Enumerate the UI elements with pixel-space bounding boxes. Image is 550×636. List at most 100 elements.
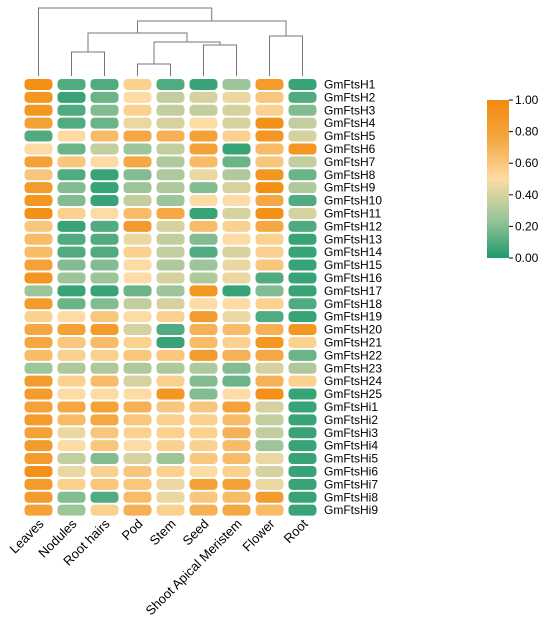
heatmap-cell — [222, 156, 251, 168]
heatmap-cell — [90, 336, 119, 348]
row-label: GmFtsH17 — [324, 284, 382, 298]
heatmap-cell — [288, 311, 317, 323]
heatmap-cell — [189, 246, 218, 258]
heatmap-cell — [123, 246, 152, 258]
row-label: GmFtsH1 — [324, 77, 376, 91]
heatmap-cell — [24, 182, 53, 194]
dendrogram-link — [38, 7, 213, 76]
heatmap-cell — [189, 207, 218, 219]
heatmap-cell — [288, 491, 317, 503]
heatmap-cell — [255, 478, 284, 490]
heatmap-cell — [189, 220, 218, 232]
heatmap-cell — [288, 272, 317, 284]
heatmap-cell — [288, 478, 317, 490]
color-scale-tick-label: 0.60 — [515, 156, 539, 170]
heatmap-cell — [288, 233, 317, 245]
heatmap-cell — [222, 375, 251, 387]
heatmap-cell — [189, 440, 218, 452]
heatmap-cell — [222, 336, 251, 348]
heatmap-cell — [156, 491, 185, 503]
color-scale-tick-label: 0.80 — [515, 125, 539, 139]
heatmap-cell — [24, 324, 53, 336]
heatmap-cell — [189, 156, 218, 168]
heatmap-cell — [255, 143, 284, 155]
heatmap-cell — [123, 104, 152, 116]
heatmap-cell — [288, 143, 317, 155]
heatmap-cell — [189, 362, 218, 374]
heatmap-cell — [90, 143, 119, 155]
heatmap-cell — [222, 491, 251, 503]
heatmap-cell — [255, 491, 284, 503]
heatmap-cell — [222, 220, 251, 232]
heatmap-cell — [288, 401, 317, 413]
heatmap-cell — [57, 246, 86, 258]
dendrogram-link — [71, 51, 105, 76]
heatmap-cell — [57, 414, 86, 426]
heatmap-cell — [123, 349, 152, 361]
heatmap-cell — [24, 246, 53, 258]
heatmap-cell — [255, 259, 284, 271]
column-label: Root — [281, 516, 311, 546]
heatmap-cell — [189, 491, 218, 503]
heatmap-cell — [57, 117, 86, 129]
heatmap-cell — [57, 143, 86, 155]
heatmap-cell — [24, 207, 53, 219]
row-label: GmFtsH9 — [324, 181, 376, 195]
heatmap-cell — [156, 143, 185, 155]
heatmap-cell — [123, 440, 152, 452]
heatmap-cell — [57, 324, 86, 336]
heatmap-cell — [222, 504, 251, 516]
heatmap-cell — [222, 169, 251, 181]
heatmap-cell — [156, 427, 185, 439]
heatmap-cell — [57, 233, 86, 245]
heatmap-cell — [156, 324, 185, 336]
heatmap-cell — [156, 465, 185, 477]
heatmap-cell — [189, 504, 218, 516]
heatmap-cell — [288, 246, 317, 258]
heatmap-cell — [255, 349, 284, 361]
heatmap-cell — [222, 143, 251, 155]
heatmap-cell — [123, 324, 152, 336]
heatmap-cell — [24, 375, 53, 387]
heatmap-cell — [255, 504, 284, 516]
heatmap-cell — [156, 233, 185, 245]
heatmap-cell — [24, 259, 53, 271]
heatmap-cell — [90, 130, 119, 142]
heatmap-cell — [123, 285, 152, 297]
heatmap-cell — [57, 220, 86, 232]
heatmap-cell — [222, 195, 251, 207]
heatmap-cell — [123, 465, 152, 477]
heatmap-cell — [90, 207, 119, 219]
heatmap-cell — [90, 414, 119, 426]
heatmap-cell — [255, 285, 284, 297]
heatmap-cell — [189, 453, 218, 465]
heatmap-cell — [123, 491, 152, 503]
heatmap-cell — [57, 362, 86, 374]
heatmap-cell — [24, 427, 53, 439]
heatmap-cell — [57, 491, 86, 503]
heatmap-cell — [189, 78, 218, 90]
heatmap-cell — [222, 233, 251, 245]
heatmap-cell — [24, 414, 53, 426]
heatmap-cell — [123, 388, 152, 400]
row-label: GmFtsH25 — [324, 387, 382, 401]
heatmap-cell — [57, 130, 86, 142]
heatmap-cell — [24, 130, 53, 142]
heatmap-cell — [288, 388, 317, 400]
heatmap-cell — [222, 324, 251, 336]
heatmap-cell — [222, 182, 251, 194]
heatmap-cell — [156, 504, 185, 516]
heatmap-cell — [90, 388, 119, 400]
heatmap-cell — [222, 117, 251, 129]
heatmap-cell — [90, 272, 119, 284]
color-scale-bar — [487, 100, 509, 258]
heatmap-cell — [57, 504, 86, 516]
row-label: GmFtsH21 — [324, 335, 382, 349]
row-label: GmFtsHi1 — [324, 400, 378, 414]
heatmap-cell — [156, 298, 185, 310]
row-label: GmFtsHi5 — [324, 452, 378, 466]
heatmap-cell — [255, 311, 284, 323]
row-label: GmFtsH4 — [324, 116, 376, 130]
heatmap-cell — [156, 336, 185, 348]
heatmap-cell — [222, 285, 251, 297]
